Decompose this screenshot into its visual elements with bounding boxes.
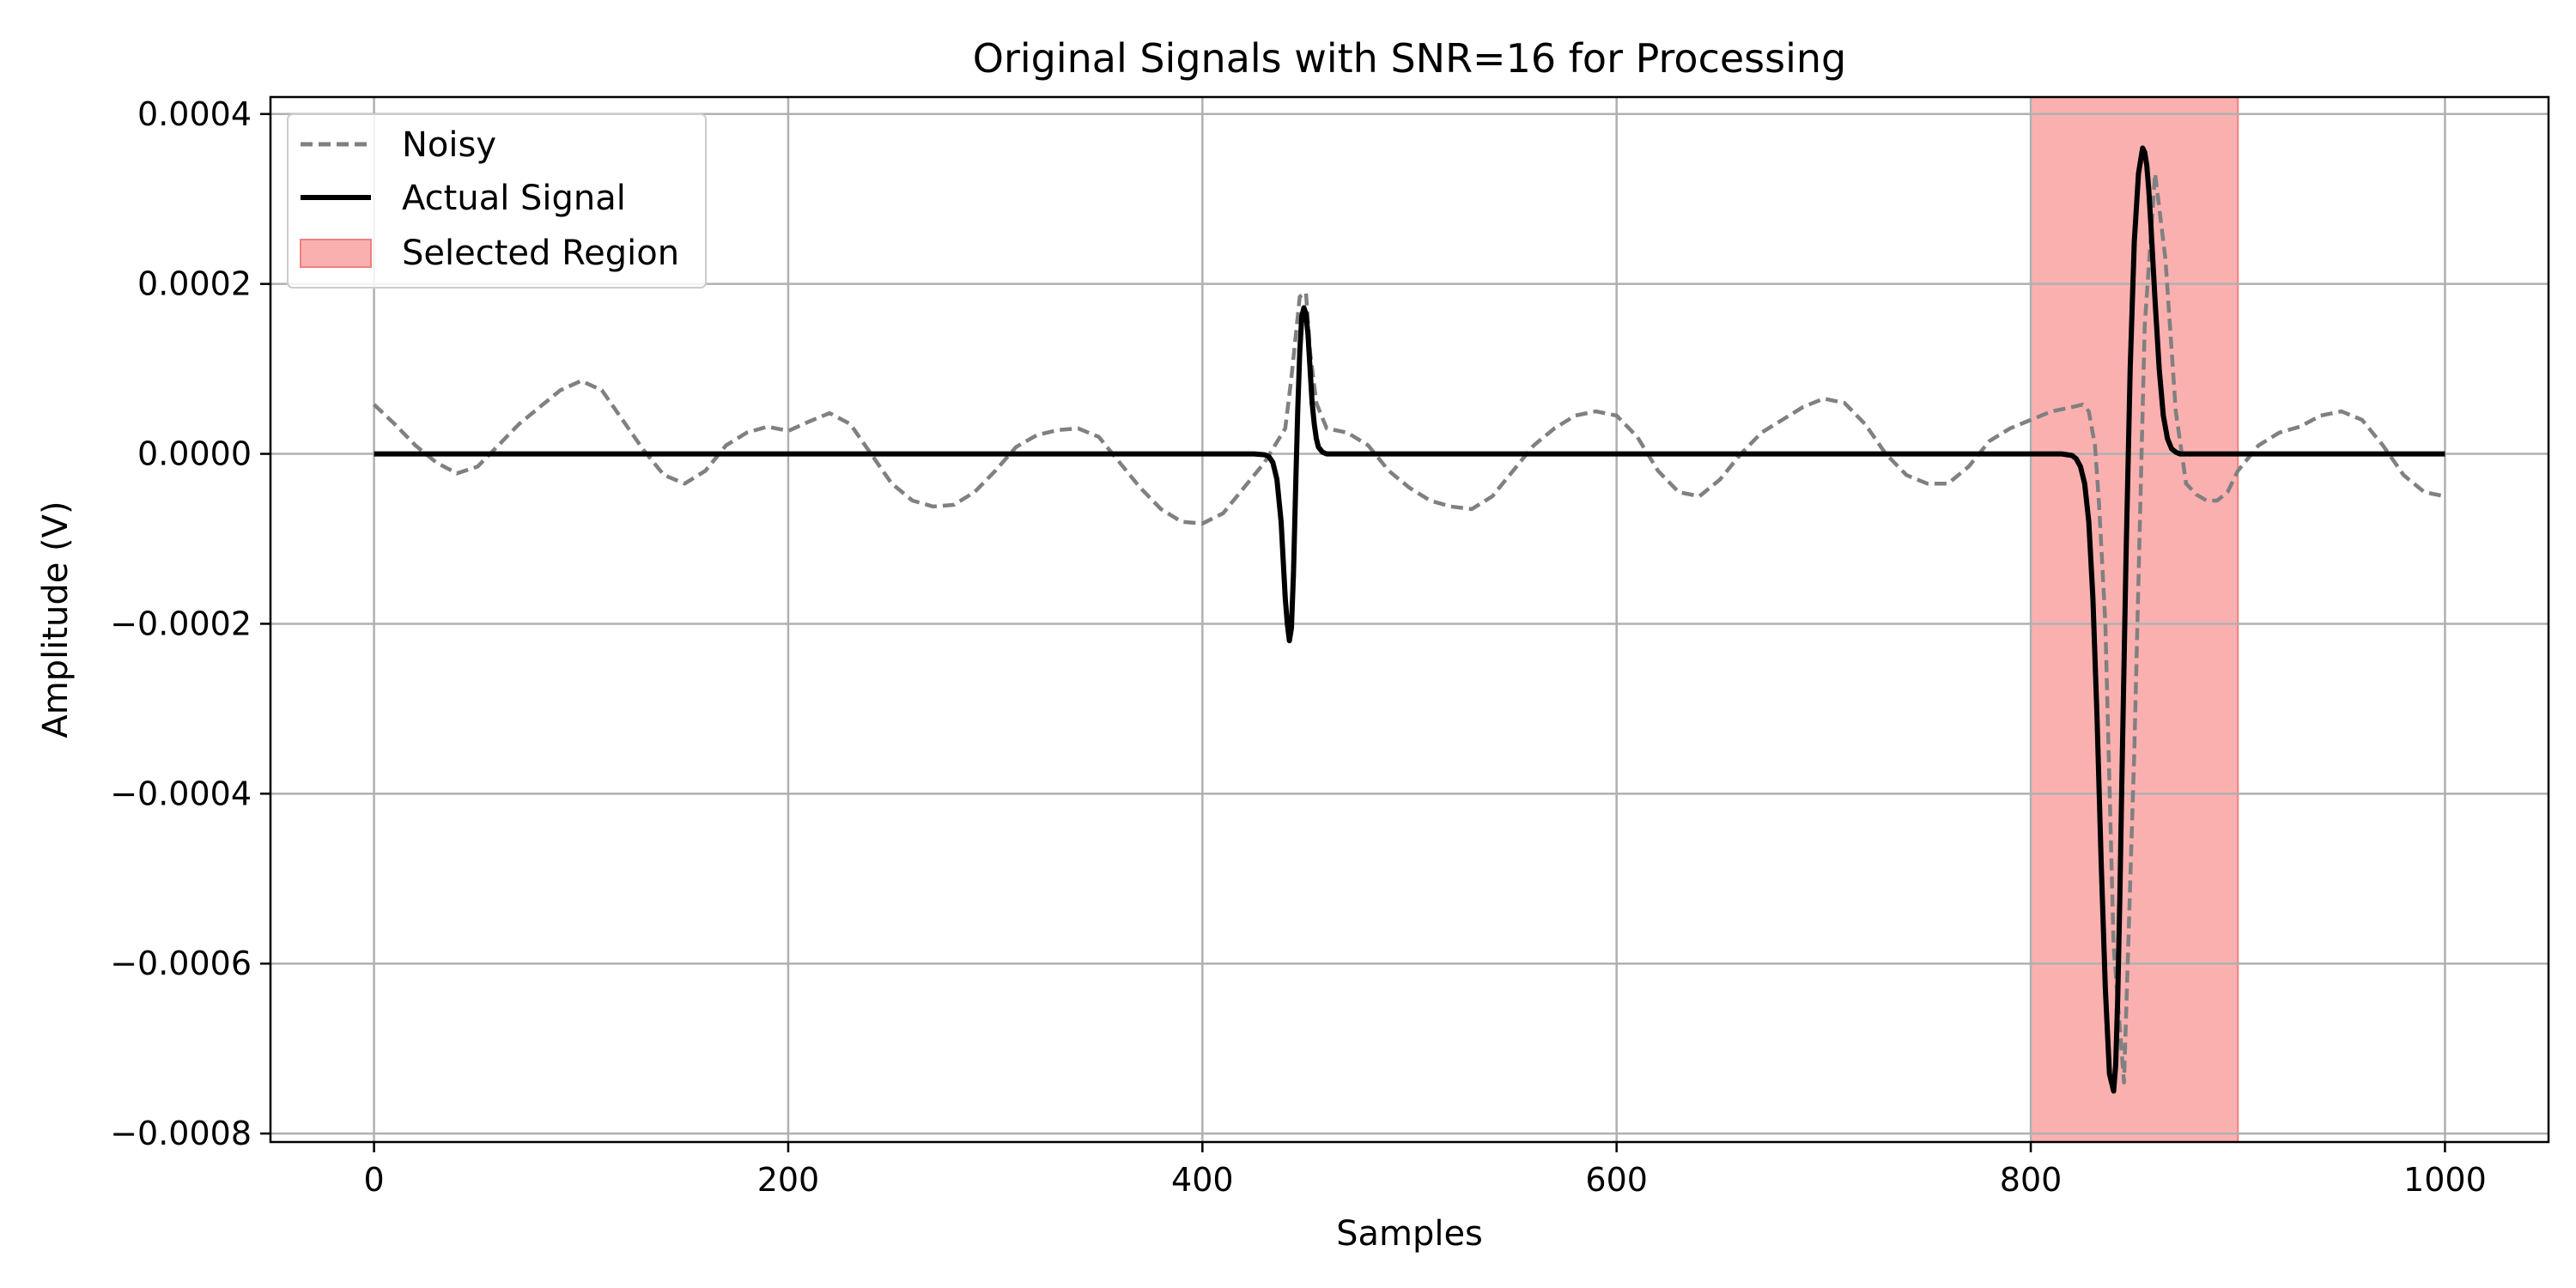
x-tick-label: 0 [363, 1161, 384, 1199]
y-axis-title: Amplitude (V) [36, 501, 76, 738]
x-tick-label: 600 [1585, 1161, 1648, 1199]
legend-label-actual: Actual Signal [402, 179, 626, 218]
legend: Noisy Actual Signal Selected Region [287, 113, 707, 289]
series-line-noisy [373, 171, 2445, 1084]
y-tick-label: −0.0004 [110, 775, 252, 812]
y-tick-label: 0.0004 [137, 95, 252, 133]
series-layer [373, 145, 2445, 1094]
tick-layer: 0 200 400 600 800 1000 0.0004 0.0002 0.0000 −0.00… [110, 95, 2487, 1199]
series-line-actual-signal [374, 145, 2445, 1094]
x-axis-title: Samples [1336, 1214, 1483, 1254]
legend-swatch-region [300, 239, 372, 268]
x-tick-label: 200 [757, 1161, 820, 1199]
x-tick-label: 800 [2000, 1161, 2063, 1199]
y-tick-label: −0.0002 [110, 605, 252, 642]
y-tick-label: −0.0006 [110, 945, 252, 982]
legend-label-region: Selected Region [402, 234, 679, 273]
x-tick-label: 1000 [2403, 1161, 2487, 1199]
y-tick-label: 0.0002 [137, 265, 252, 303]
x-tick-label: 400 [1171, 1161, 1234, 1199]
y-tick-label: −0.0008 [110, 1115, 252, 1152]
chart-title: Original Signals with SNR=16 for Process… [973, 35, 1847, 82]
plot-area-frame [269, 95, 2550, 1144]
legend-box [287, 113, 707, 289]
y-tick-label: 0.0000 [137, 435, 252, 473]
legend-label-noisy: Noisy [402, 125, 496, 165]
